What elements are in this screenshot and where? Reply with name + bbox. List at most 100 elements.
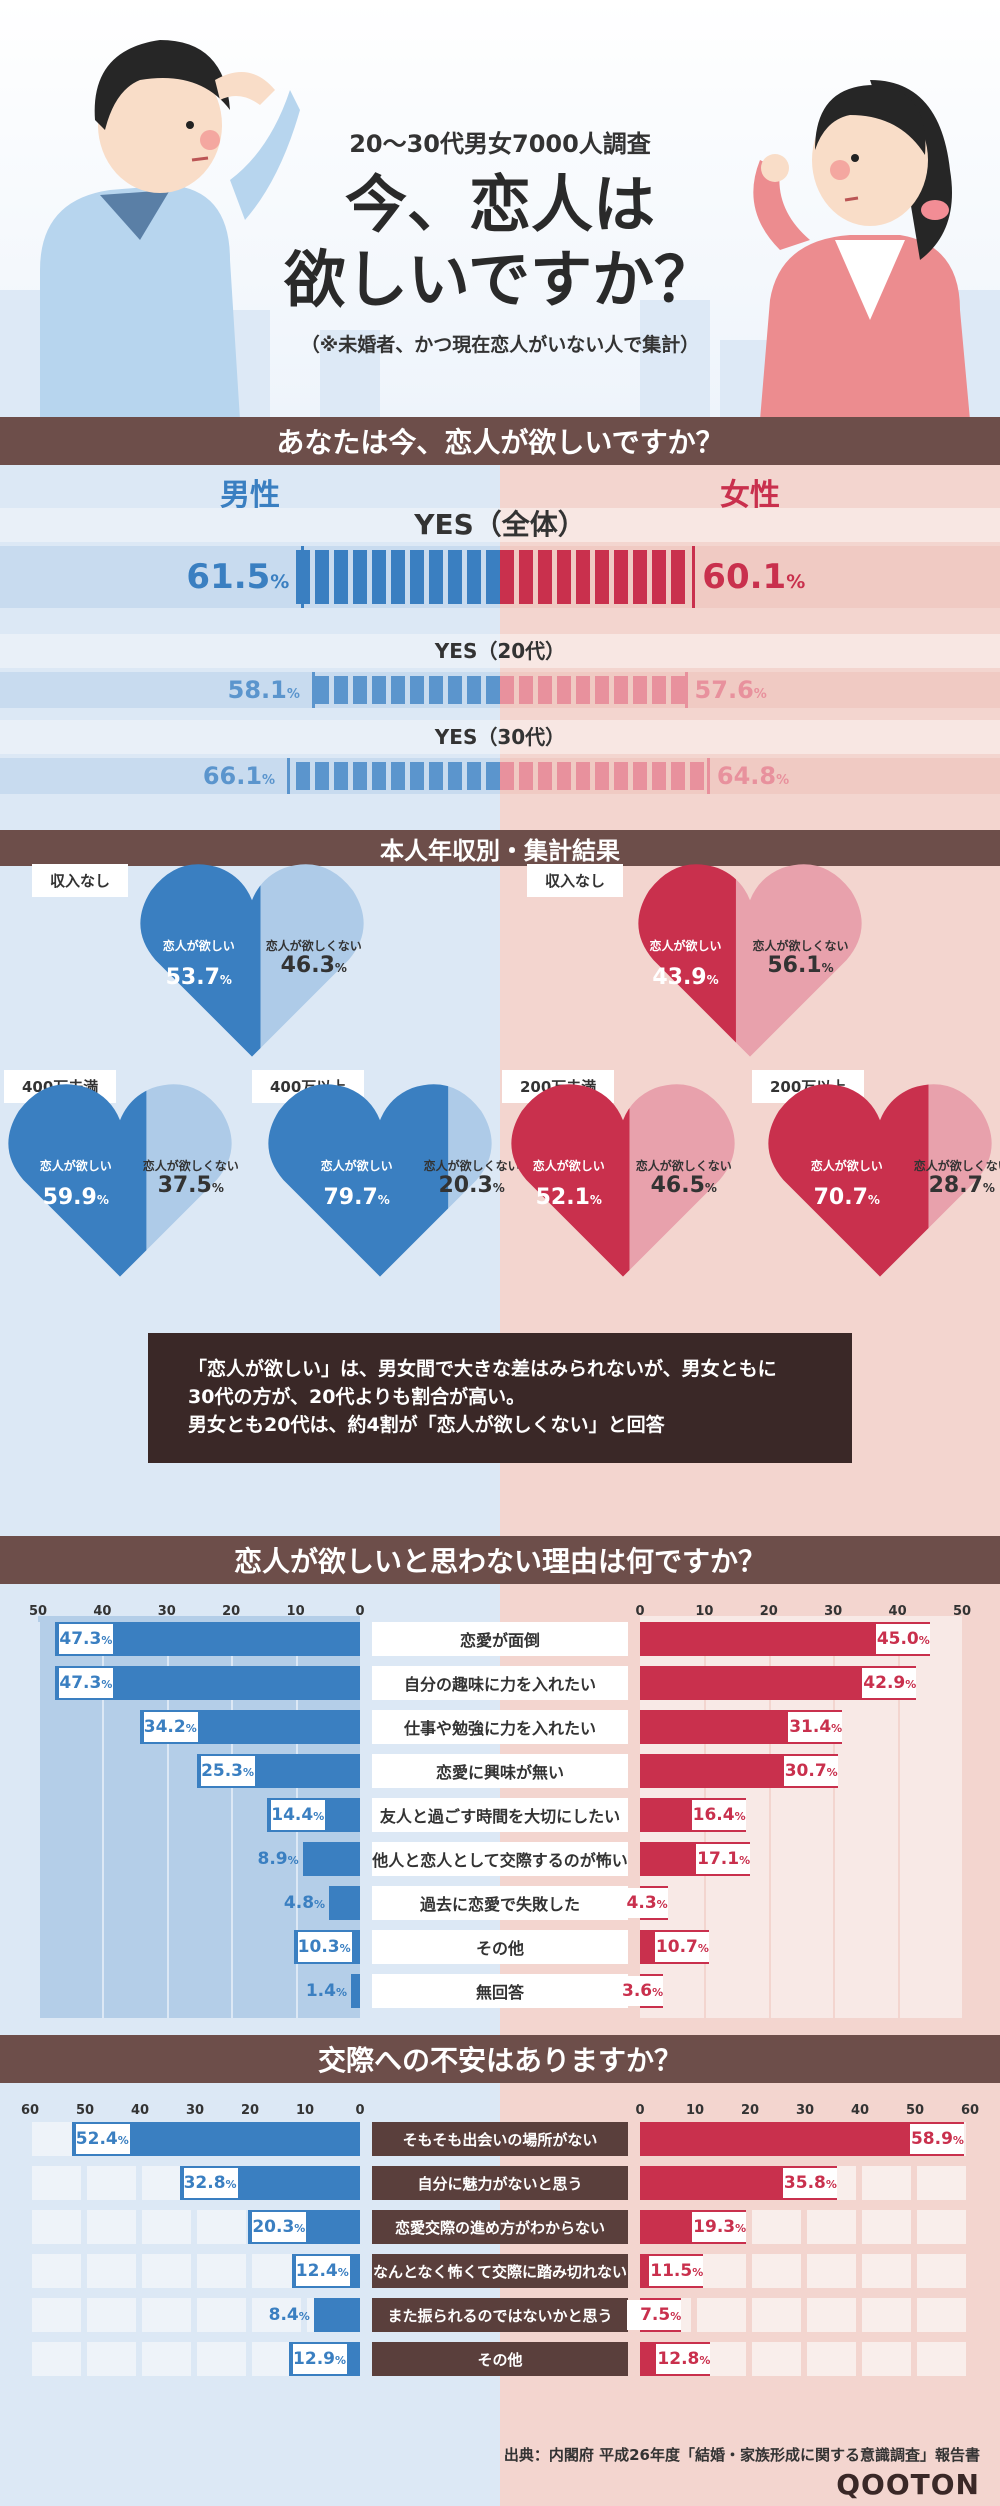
axis-tick-label-right: 50 [905, 2103, 925, 2118]
female-bar-value-number: 3.6 [622, 1981, 653, 2001]
female-bar-value: 7.5% [627, 2300, 682, 2330]
axis-tick-label-right: 10 [685, 2103, 705, 2118]
female-bar-segment [652, 550, 666, 604]
axis-tick-label-right: 30 [795, 2103, 815, 2118]
female-bar-value: 16.4% [691, 1800, 746, 1830]
female-bar-value: 45.0% [875, 1624, 930, 1654]
male-bar-value: 12.4% [295, 2256, 350, 2286]
summary-line3: 男女とも20代は、約4割が「恋人が欲しくない」と回答 [188, 1414, 665, 1436]
grid-cell-right [752, 2210, 801, 2244]
axis-tick-label-left: 60 [20, 2103, 40, 2118]
male-yes-pct-pct-sign: % [286, 686, 300, 702]
axis-tick-label-left: 20 [222, 1604, 241, 1619]
heart-want-label: 恋人が欲しい [320, 1159, 393, 1173]
heart-notwant-label: 恋人が欲しくない [265, 939, 362, 953]
female-bar-value-pct: % [826, 1766, 838, 1779]
axis-tick-label-right: 0 [635, 1604, 645, 1619]
axis-tick-label-left: 30 [185, 2103, 205, 2118]
heart-want-pct-sign: % [96, 1192, 109, 1207]
heart-want-label: 恋人が欲しい [39, 1159, 112, 1173]
axis-tick-label-left: 50 [28, 1604, 48, 1619]
female-bar-value: 19.3% [692, 2212, 747, 2242]
gridline-left [102, 1622, 105, 2018]
male-bar-value-pct: % [335, 1986, 347, 1999]
axis-tick-label-left: 10 [286, 1604, 305, 1619]
female-bar-value-number: 11.5 [650, 2261, 693, 2281]
male-bar-value-number: 12.4 [295, 2261, 338, 2281]
female-bar-segment [671, 550, 685, 604]
female-bar-segment [614, 762, 628, 790]
male-bar-value: 14.4% [271, 1800, 326, 1830]
female-bar-value: 35.8% [782, 2168, 837, 2198]
male-bar-value-pct: % [101, 1678, 113, 1691]
male-bar-value: 25.3% [201, 1756, 256, 1786]
male-bar-value: 34.2% [143, 1712, 198, 1742]
male-bar-segment [372, 762, 386, 790]
female-bar-value-pct: % [918, 1634, 930, 1647]
female-bar-segment [595, 676, 609, 704]
axis-tick-label-left: 40 [130, 2103, 150, 2118]
axis-tick-label-right: 50 [952, 1604, 972, 1619]
grid-cell-right [862, 2210, 911, 2244]
grid-cell-left [87, 2166, 136, 2200]
female-bar-value: 12.8% [656, 2344, 711, 2374]
female-income-label: 収入なし [527, 864, 624, 897]
male-yes-pct: 58.1% [40, 676, 300, 704]
female-yes-pct-pct-sign: % [786, 570, 806, 593]
heart-want-label: 恋人が欲しい [649, 939, 722, 953]
male-bar-segment [448, 762, 462, 790]
summary-box: 「恋人が欲しい」は、男女間で大きな差はみられないが、男女ともに 30代の方が、2… [148, 1333, 852, 1463]
heart-notwant-label: 恋人が欲しくない [752, 939, 849, 953]
female-bar-segment [595, 762, 609, 790]
male-bar-segment [391, 762, 405, 790]
axis-tick-label-right: 0 [635, 2103, 645, 2118]
gridline-right [962, 1622, 964, 2018]
female-bar-value-pct: % [699, 2354, 711, 2367]
axis-tick-label-right: 60 [960, 2103, 980, 2118]
female-yes-pct: 60.1% [702, 557, 902, 597]
female-bar-segment [519, 762, 533, 790]
heart-notwant-pct: 46.5% [639, 1173, 729, 1198]
male-bar-value: 1.4% [293, 1976, 347, 2006]
male-thinking-illustration [40, 40, 300, 420]
heart-notwant-pct: 28.7% [917, 1173, 1000, 1198]
grid-cell-right [917, 2298, 966, 2332]
heart-want-pct-sign: % [706, 972, 719, 987]
male-bar-value-pct: % [101, 1634, 113, 1647]
female-bar-value: 17.1% [696, 1844, 751, 1874]
heart-want-value: 43.9 [652, 964, 707, 990]
female-bar-value-number: 4.3 [626, 1893, 657, 1913]
heart-notwant-label: 恋人が欲しくない [635, 1159, 732, 1173]
male-yes-pct: 61.5% [40, 557, 289, 597]
male-bar-value: 8.9% [245, 1844, 299, 1874]
heart-want-value: 53.7 [165, 964, 220, 990]
female-bar-segment [576, 676, 590, 704]
heart-notwant-pct-sign: % [211, 1181, 224, 1195]
yes-row-label: YES（全体） [414, 508, 586, 541]
female-bar-value-pct: % [831, 1722, 843, 1735]
male-bar-value-pct: % [335, 2354, 347, 2367]
male-heart-under400 [8, 1084, 232, 1277]
male-bar-segment [353, 762, 367, 790]
male-bar-segment [391, 676, 405, 704]
grid-cell-right [917, 2254, 966, 2288]
female-bar-value: 42.9% [862, 1668, 917, 1698]
category-label-dark: なんとなく怖くて交際に踏み切れない [372, 2254, 628, 2288]
heart-want-pct-sign: % [377, 1192, 390, 1207]
category-label: 過去に恋愛で失敗した [372, 1886, 628, 1920]
yes-row-label-band [0, 508, 1000, 542]
male-bar-value-pct: % [313, 1810, 325, 1823]
category-label: 自分の趣味に力を入れたい [372, 1666, 628, 1700]
heart-want-pct: 53.7% [154, 965, 244, 990]
male-label: 男性 [220, 478, 280, 513]
heart-notwant-value: 56.1 [767, 953, 822, 978]
grid-cell-left [87, 2298, 136, 2332]
male-bar-segment [486, 550, 500, 604]
axis-tick-label-right: 10 [695, 1604, 714, 1619]
female-bar-segment [633, 550, 647, 604]
female-bar-end [706, 758, 710, 794]
heart-notwant-pct-sign: % [704, 1181, 717, 1195]
axis-tick-label-left: 10 [295, 2103, 315, 2118]
male-bar-segment [353, 676, 367, 704]
female-bar-segment [500, 676, 514, 704]
